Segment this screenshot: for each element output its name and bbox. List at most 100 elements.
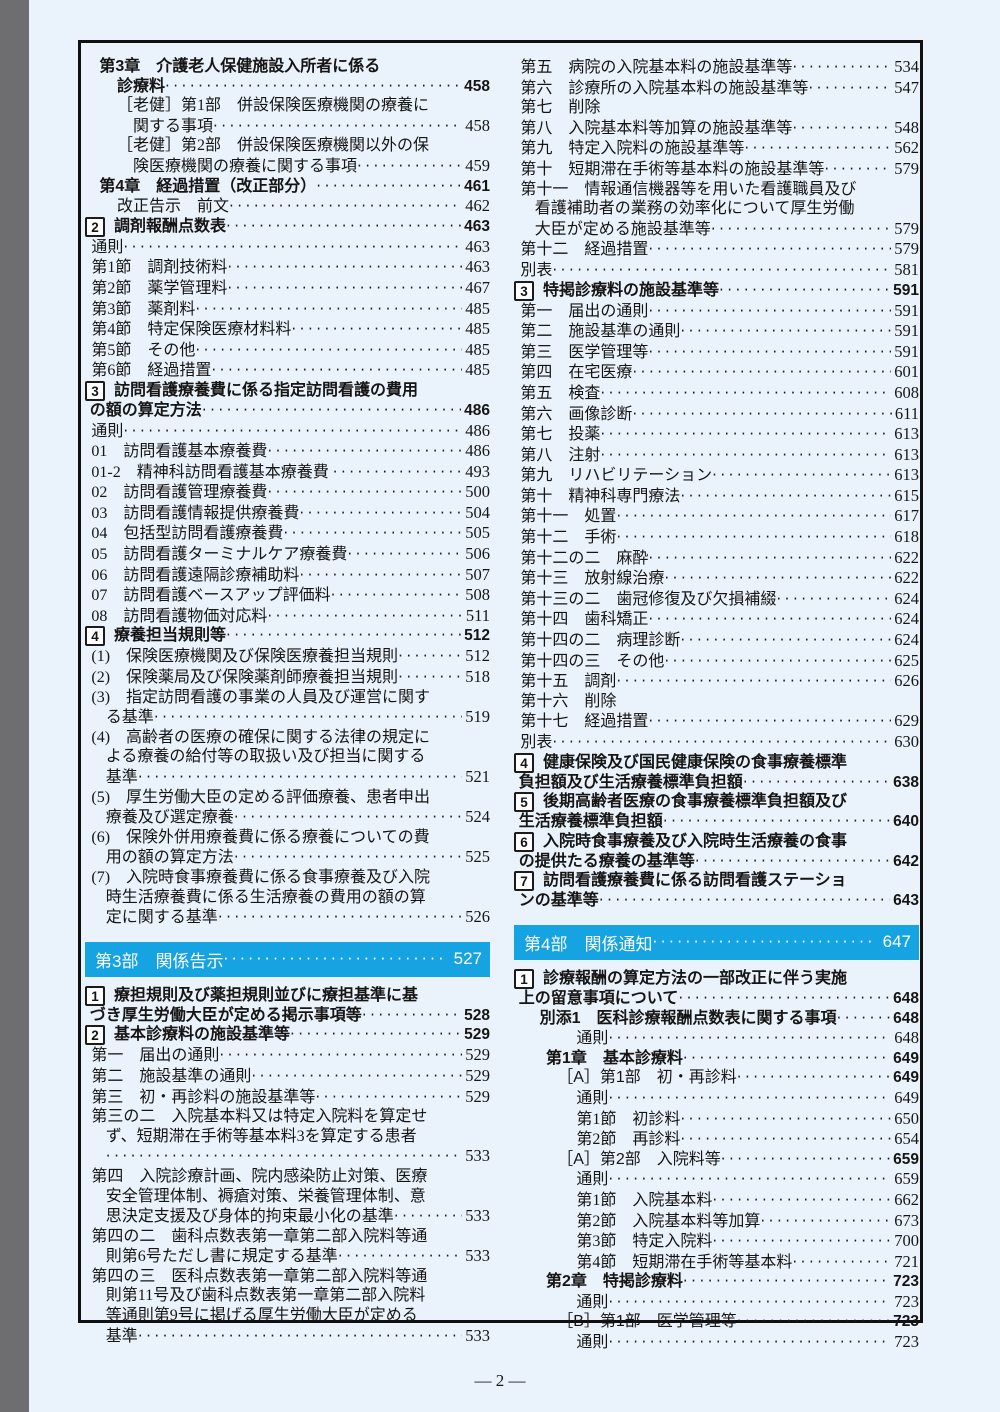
page-number: 591	[894, 341, 919, 361]
toc-entry-label: 改正告示 前文	[117, 198, 230, 216]
page-number: 723	[894, 1291, 919, 1311]
toc-entry-label: 第4節 特定保険医療材料料	[91, 321, 292, 339]
banner-page-number: 647	[882, 932, 911, 952]
leader-dots	[616, 672, 891, 692]
section-number-box: 2	[85, 216, 105, 237]
page-number: 591	[894, 300, 919, 320]
toc-line: 第十三の二 歯冠修復及び欠損補綴 624	[514, 589, 919, 610]
toc-entry-label: 第九 特定入院料の施設基準等	[520, 140, 745, 158]
page-number: 486	[465, 420, 490, 440]
toc-entry: 通則 659	[514, 1169, 919, 1190]
toc-line: 第一 届出の通則 529	[85, 1045, 490, 1066]
toc-entry-label: (1) 保険医療機関及び保険医療養担当規則	[91, 648, 399, 666]
page-number: 615	[894, 485, 919, 505]
section-number-box: 2	[85, 1025, 105, 1046]
leader-dots	[227, 258, 462, 278]
toc-entry-label: る基準	[105, 709, 154, 727]
toc-entry: 第二 施設基準の通則 529	[85, 1066, 490, 1087]
toc-line: ［老健］第1部 併設保険医療機関の療養に	[85, 96, 490, 116]
toc-entry: 通則 723	[514, 1292, 919, 1313]
toc-line: ［A］第1部 初・再診料 649	[514, 1068, 919, 1088]
leader-dots	[664, 652, 891, 672]
toc-line: 07 訪問看護ベースアップ評価料 508	[85, 585, 490, 606]
toc-line: ず、短期滞在手術等基本料3を算定する患者	[85, 1127, 490, 1147]
leader-dots	[600, 446, 891, 466]
toc-line: 別添1 医科診療報酬点数表に関する事項 648	[514, 1009, 919, 1029]
leader-dots	[683, 1049, 890, 1069]
toc-entry-label: 看護補助者の業務の効率化について厚生労働	[534, 200, 855, 218]
leader-dots	[608, 1029, 891, 1049]
toc-entry: 第十一 処置 617	[514, 506, 919, 527]
leader-dots	[283, 524, 462, 544]
toc-entry: (1) 保険医療機関及び保険医療養担当規則 512	[85, 646, 490, 667]
toc-entry: 第1節 調剤技術料 463	[85, 257, 490, 278]
toc-line: 第十 短期滞在手術等基本料の施設基準等 579	[514, 159, 919, 180]
leader-dots	[600, 384, 891, 404]
page-number: 525	[465, 847, 490, 867]
page-number: 533	[465, 1146, 490, 1166]
toc-line: 第5節 その他 485	[85, 340, 490, 361]
leader-dots	[711, 220, 891, 240]
toc-entry-label: 06 訪問看護遠隔診療補助料	[91, 566, 300, 584]
leader-dots	[331, 586, 463, 606]
page-number: 643	[893, 892, 919, 910]
toc-entry: 第七 削除	[514, 98, 919, 118]
page-number: 721	[894, 1251, 919, 1271]
leader-dots	[315, 1088, 462, 1108]
toc-entry-label: 則第6号ただし書に規定する基準	[105, 1248, 338, 1266]
page-number: 613	[894, 424, 919, 444]
toc-line: 生活療養標準負担額 640	[514, 812, 919, 832]
toc-line: 第四の三 医科点数表第一章第二部入院料等通	[85, 1267, 490, 1287]
toc-entry: 別表 581	[514, 260, 919, 281]
toc-entry: 第十六 削除	[514, 692, 919, 712]
toc-entry-label: 通則	[576, 1293, 609, 1311]
toc-entry: (7) 入院時食事療養費に係る食事療養及び入院 時生活療養費に係る生活療養の費用の…	[85, 868, 490, 928]
toc-entry-label: 険医療機関の療養に関する事項	[133, 157, 358, 175]
toc-line: 05 訪問看護ターミナルケア療養費 506	[85, 544, 490, 565]
toc-entry-label: 第3節 薬剤料	[91, 300, 196, 318]
leader-dots	[347, 545, 462, 565]
toc-line: 第1章 基本診療料 649	[514, 1049, 919, 1069]
toc-entry-label: 特掲診療料の施設基準等	[543, 281, 720, 299]
toc-line: 第三の二 入院基本料又は特定入院料を算定せ	[85, 1107, 490, 1127]
toc-entry: 第十二 経過措置 579	[514, 239, 919, 260]
leader-dots	[267, 483, 462, 503]
leader-dots	[664, 569, 891, 589]
toc-entry: 第3節 特定入院料 700	[514, 1231, 919, 1252]
page-number: 654	[894, 1129, 919, 1149]
toc-line: 08 訪問看護物価対応料 511	[85, 606, 490, 627]
toc-line: ンの基準等 643	[514, 891, 919, 911]
leader-dots	[291, 320, 462, 340]
toc-line: 基準 521	[85, 767, 490, 788]
toc-entry: 第六 診療所の入院基本料の施設基準等 547	[514, 78, 919, 99]
toc-entry: (4) 高齢者の医療の確保に関する法律の規定に よる療養の給付等の取扱い及び担当に…	[85, 728, 490, 788]
leader-dots	[712, 466, 891, 486]
toc-entry: 第八 注射 613	[514, 445, 919, 466]
toc-line: 時生活療養費に係る生活療養の費用の額の算	[85, 888, 490, 908]
toc-entry: ［B］第1部 医学管理等 723	[514, 1312, 919, 1332]
leader-dots	[648, 549, 891, 569]
toc-entry-label: 第十四の三 その他	[520, 652, 665, 670]
toc-entry: 第十四の三 その他 625	[514, 651, 919, 672]
toc-line: 01-2 精神科訪問看護基本療養費 493	[85, 462, 490, 483]
page-number: 579	[894, 239, 919, 259]
toc-entry: 第十五 調剤 626	[514, 671, 919, 692]
toc-entry: 第2章 特掲診療料 723	[514, 1272, 919, 1292]
page-number: 486	[465, 441, 490, 461]
page-number: 529	[464, 1026, 490, 1044]
toc-entry: 第2節 薬学管理料 467	[85, 278, 490, 299]
toc-entry-label: 第八 注射	[520, 446, 601, 464]
section-number-box: 3	[514, 280, 534, 301]
toc-line: 通則 486	[85, 421, 490, 442]
leader-dots	[608, 1333, 891, 1353]
toc-line: 通則 659	[514, 1169, 919, 1190]
toc-entry: 第十七 経過措置 629	[514, 711, 919, 732]
leader-dots	[712, 1232, 891, 1252]
section-number-box: 1	[85, 985, 105, 1006]
page-number: 529	[465, 1065, 490, 1085]
toc-entry-label: 健康保険及び国民健康保険の食事療養標準	[543, 753, 848, 771]
toc-entry-label: 用の額の算定方法	[105, 849, 234, 867]
